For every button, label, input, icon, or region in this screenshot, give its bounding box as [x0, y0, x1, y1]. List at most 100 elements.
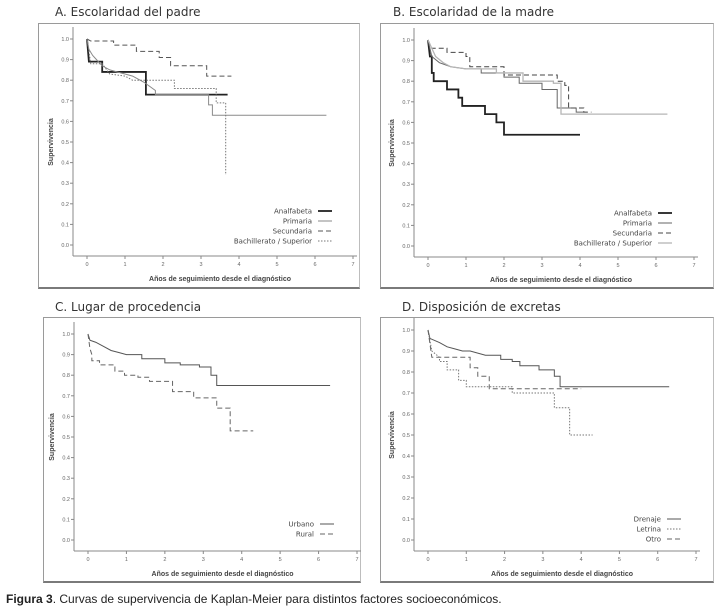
panel-d-y-tick-label: 0.5 — [402, 433, 410, 439]
panel-d-y-tick-label: 1.0 — [402, 328, 410, 334]
panel-c-frame — [43, 317, 361, 583]
panel-b-x-tick-label: 3 — [540, 263, 543, 269]
panel-a-y-axis-label: Supervivencia — [48, 118, 55, 166]
panel-d-y-tick-label: 0.6 — [402, 412, 410, 418]
panel-a-x-tick-label: 4 — [237, 262, 240, 268]
panel-b-x-tick-label: 4 — [578, 263, 581, 269]
panel-a-x-tick-label: 2 — [161, 262, 164, 268]
panel-b-legend-label: Primaria — [623, 220, 652, 228]
panel-b-y-tick-label: 0.4 — [402, 162, 410, 168]
panel-b-y-tick-label: 1.0 — [402, 38, 410, 44]
panel-c-legend-label: Urbano — [289, 521, 314, 529]
panel-c-x-tick-label: 4 — [240, 557, 243, 563]
panel-d-y-tick-label: 0.7 — [402, 391, 410, 397]
panel-b-x-tick-label: 7 — [692, 263, 695, 269]
panel-b-x-tick-label: 1 — [464, 263, 467, 269]
panel-a-y-tick-label: 0.9 — [61, 58, 69, 64]
panel-c-series-rural — [87, 333, 254, 432]
panel-c-y-tick-label: 0.3 — [62, 476, 70, 482]
panel-a-x-tick-label: 5 — [275, 262, 278, 268]
panel-c-x-tick-label: 2 — [163, 557, 166, 563]
panel-b-y-tick-label: 0.3 — [402, 182, 410, 188]
panel-d-x-tick-label: 2 — [503, 557, 506, 563]
panel-c-y-tick-label: 0.7 — [62, 394, 70, 400]
panel-b-series-bachillerato-superior — [427, 39, 668, 115]
panel-b-y-tick-label: 0.1 — [402, 223, 410, 229]
panel-a-series-secundaria — [86, 38, 232, 77]
panel-b-x-tick-label: 5 — [616, 263, 619, 269]
panel-d-x-tick-label: 1 — [465, 557, 468, 563]
panel-a-y-tick-label: 0.2 — [61, 202, 69, 208]
panel-d-y-tick-label: 0.2 — [402, 496, 410, 502]
panel-b-y-tick-label: 0.7 — [402, 100, 410, 106]
panel-a-legend-label: Primaria — [283, 218, 312, 226]
panel-b-legend-label: Bachillerato / Superior — [574, 240, 652, 248]
panel-b-y-tick-label: 0.5 — [402, 141, 410, 147]
panel-a-x-tick-label: 7 — [351, 262, 354, 268]
panel-d-title: D. Disposición de excretas — [402, 300, 561, 314]
panel-c-legend-label: Rural — [296, 531, 314, 539]
panel-a-y-tick-label: 0.4 — [61, 161, 69, 167]
panel-c-x-tick-label: 0 — [86, 557, 89, 563]
panel-a-x-tick-label: 6 — [313, 262, 316, 268]
panel-d-x-tick-label: 6 — [656, 557, 659, 563]
figure-caption-label: Figura 3 — [6, 592, 53, 606]
panel-c-x-tick-label: 6 — [317, 557, 320, 563]
panel-c-y-tick-label: 0.1 — [62, 517, 70, 523]
panel-a-x-tick-label: 3 — [199, 262, 202, 268]
panel-b-frame — [380, 23, 714, 289]
panel-a-series-bachillerato-superior — [86, 38, 227, 175]
panel-b-series-secundaria — [427, 39, 592, 113]
figure-caption: Figura 3. Curvas de supervivencia de Kap… — [6, 592, 502, 606]
panel-d-series-otro — [427, 329, 582, 390]
panel-a-y-tick-label: 0.1 — [61, 222, 69, 228]
panel-c-x-tick-label: 7 — [355, 557, 358, 563]
panel-b-y-tick-label: 0.6 — [402, 120, 410, 126]
panel-d-frame — [380, 317, 714, 583]
panel-d-legend-label: Drenaje — [634, 516, 661, 524]
figure-caption-text: . Curvas de supervivencia de Kaplan-Meie… — [52, 592, 502, 606]
panel-a-y-tick-label: 0.0 — [61, 243, 69, 249]
panel-a-y-tick-label: 0.3 — [61, 181, 69, 187]
panel-d-y-tick-label: 0.8 — [402, 370, 410, 376]
panel-b-y-tick-label: 0.9 — [402, 59, 410, 65]
panel-d-x-tick-label: 4 — [580, 557, 583, 563]
panel-c-y-tick-label: 0.2 — [62, 497, 70, 503]
panel-a-x-axis-label: Años de seguimiento desde el diagnóstico — [149, 276, 291, 283]
panel-d-x-tick-label: 3 — [541, 557, 544, 563]
panel-b-title: B. Escolaridad de la madre — [393, 5, 555, 19]
panel-b-legend-label: Analfabeta — [614, 210, 652, 218]
panel-a-y-tick-label: 0.8 — [61, 78, 69, 84]
panel-d-y-tick-label: 0.0 — [402, 538, 410, 544]
panel-b-x-tick-label: 6 — [654, 263, 657, 269]
panel-c-series-urbano — [87, 333, 331, 386]
panel-a-title: A. Escolaridad del padre — [55, 5, 201, 19]
panel-c-y-tick-label: 0.8 — [62, 373, 70, 379]
panel-a-y-tick-label: 0.6 — [61, 119, 69, 125]
panel-a-legend-label: Secundaria — [273, 228, 312, 236]
panel-d-series-letrina — [427, 329, 593, 436]
panel-b-series-analfabeta — [427, 39, 580, 136]
panel-d-x-tick-label: 7 — [694, 557, 697, 563]
panel-c-y-tick-label: 0.5 — [62, 435, 70, 441]
panel-c-y-tick-label: 0.0 — [62, 538, 70, 544]
panel-c-x-tick-label: 3 — [202, 557, 205, 563]
panel-c-y-tick-label: 0.9 — [62, 353, 70, 359]
panel-d-y-tick-label: 0.3 — [402, 475, 410, 481]
panel-a-series-primaria — [86, 38, 327, 116]
panel-d-y-tick-label: 0.1 — [402, 517, 410, 523]
panel-d-x-tick-label: 5 — [618, 557, 621, 563]
panel-b-y-tick-label: 0.8 — [402, 79, 410, 85]
panel-d-y-tick-label: 0.4 — [402, 454, 410, 460]
panel-d-legend-label: Letrina — [637, 526, 661, 534]
panel-b-x-tick-label: 2 — [502, 263, 505, 269]
panel-b-y-tick-label: 0.0 — [402, 244, 410, 250]
panel-d-x-axis-label: Años de seguimiento desde el diagnóstico — [491, 571, 633, 578]
panel-a-legend-label: Analfabeta — [274, 208, 312, 216]
panel-b-legend-label: Secundaria — [613, 230, 652, 238]
panel-a-legend-label: Bachillerato / Superior — [234, 238, 312, 246]
panel-d-y-axis-label: Supervivencia — [389, 411, 396, 459]
panel-c-x-tick-label: 5 — [279, 557, 282, 563]
panel-a-frame — [38, 23, 360, 289]
